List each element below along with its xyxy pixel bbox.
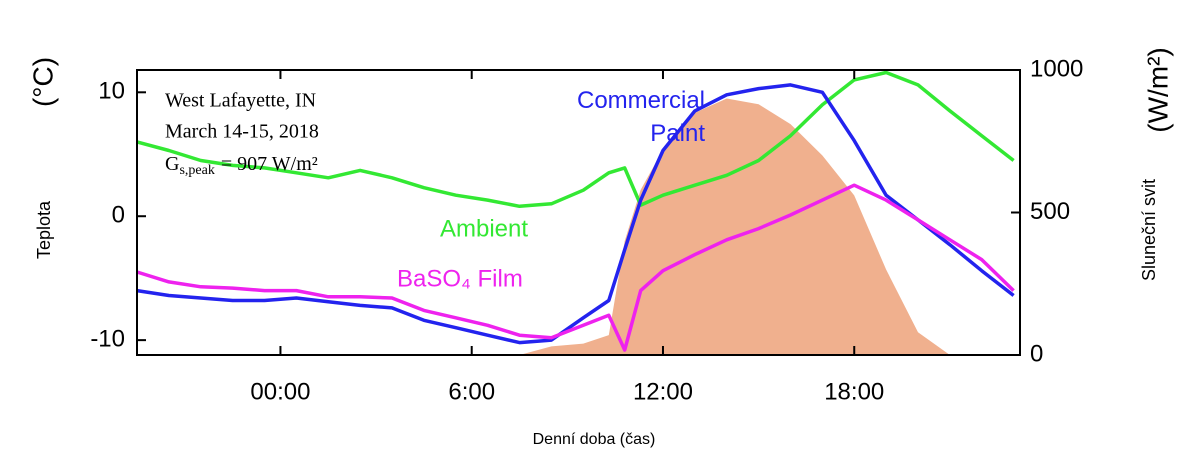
series-label: Commercial Paint: [576, 87, 705, 147]
y2-tick-label: 500: [1030, 198, 1070, 225]
line: [136, 83, 1015, 345]
peak-text: = 907 W/m²: [221, 153, 318, 175]
peak-subscript: s,peak: [179, 163, 214, 178]
line: [136, 70, 1015, 209]
series-label: BaSO₄ Film: [397, 265, 523, 292]
x-tick-label: 12:00: [633, 378, 693, 405]
x-tick-label: 00:00: [250, 378, 310, 405]
annotation: March 14-15, 2018: [165, 121, 319, 143]
line: [136, 183, 1015, 352]
y2-axis-unit: (W/m²): [1142, 47, 1173, 133]
plot-area: [136, 70, 1015, 355]
y2-tick-label: 1000: [1030, 55, 1083, 82]
y-tick-label: 10: [98, 78, 125, 105]
peak-symbol: G: [165, 153, 179, 175]
y2-axis-title: Sluneční svit: [1139, 179, 1159, 281]
annotation: Gs,peak = 907 W/m²: [165, 153, 318, 179]
x-axis-title: Denní doba (čas): [533, 431, 656, 448]
series-label: Ambient: [440, 215, 528, 242]
x-tick-label: 6:00: [448, 378, 495, 405]
label-box: Commercial Paint: [576, 87, 705, 147]
y-tick-label: 0: [112, 202, 125, 229]
y2-tick-label: 0: [1030, 340, 1043, 367]
y-axis-title: Teplota: [34, 200, 54, 259]
area: [137, 98, 1014, 355]
y-axis-unit: (°C): [27, 57, 58, 107]
annotation: West Lafayette, IN: [165, 90, 316, 112]
y-tick-label: -10: [90, 325, 125, 352]
x-tick-label: 18:00: [824, 378, 884, 405]
